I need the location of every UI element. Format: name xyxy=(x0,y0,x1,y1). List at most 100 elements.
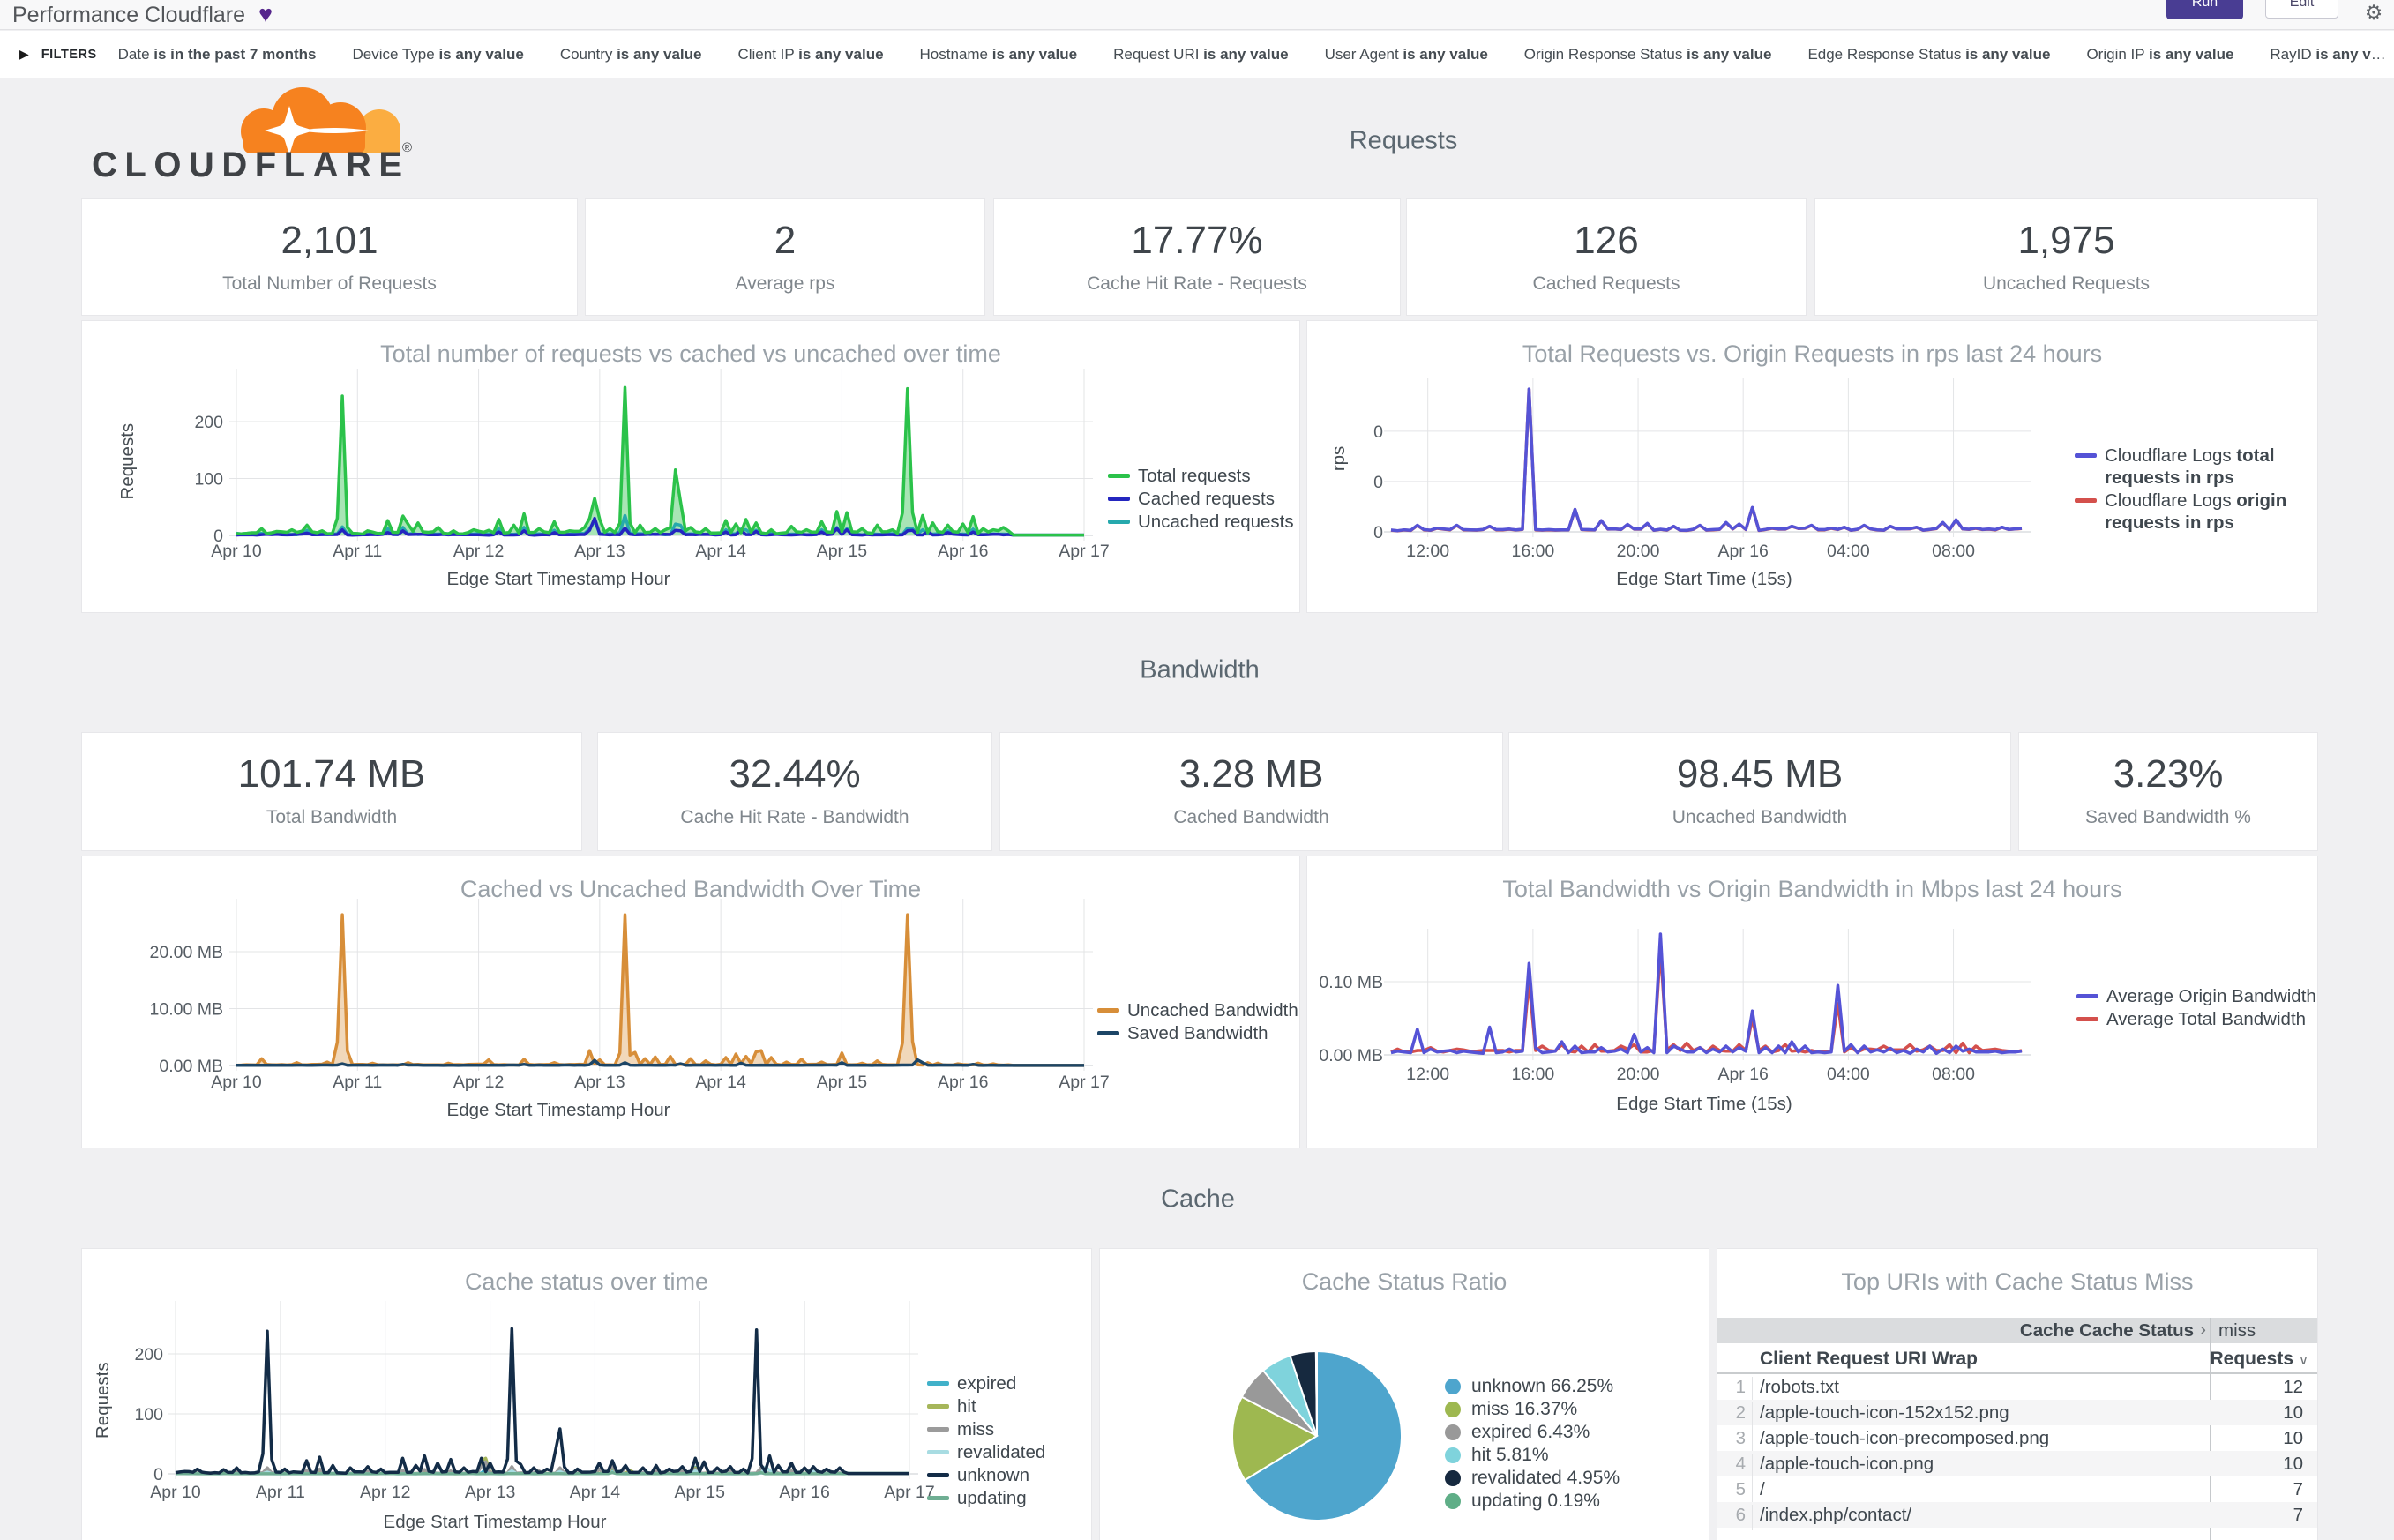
x-tick-label: Apr 16 xyxy=(779,1483,829,1502)
legend-item-cached-requests[interactable]: Cached requests xyxy=(1108,488,1300,510)
legend-item-revalidated[interactable]: revalidated xyxy=(927,1441,1090,1463)
filter-item-client-ip[interactable]: Client IP is any value xyxy=(737,46,883,63)
filter-name: Hostname xyxy=(919,45,992,63)
pie-legend-item-hit[interactable]: hit 5.81% xyxy=(1445,1444,1701,1467)
legend-swatch-icon xyxy=(2076,994,2098,998)
pie-legend-item-miss[interactable]: miss 16.37% xyxy=(1445,1398,1701,1421)
chart-card-top-uris-cache-miss[interactable]: Top URIs with Cache Status Miss Cache Cac… xyxy=(1717,1248,2318,1540)
kpi-tile-requests-0[interactable]: 2,101 Total Number of Requests xyxy=(81,198,578,316)
filter-item-edge-response-status[interactable]: Edge Response Status is any value xyxy=(1807,46,2050,63)
chart-card-cache-status-ratio[interactable]: Cache Status Ratio unknown 66.25% miss 16.… xyxy=(1099,1248,1709,1540)
legend-item-uncached-requests[interactable]: Uncached requests xyxy=(1108,511,1300,533)
legend-item-cloudflare-logs-origin-requests-in-rps[interactable]: Cloudflare Logs origin requests in rps xyxy=(2075,490,2293,534)
legend-label: Average Origin Bandwidth xyxy=(2106,986,2316,1006)
filter-item-rayid[interactable]: RayID is any value xyxy=(2270,46,2394,63)
table-row[interactable]: 5 / 7 xyxy=(1717,1476,2317,1505)
x-tick-label: 20:00 xyxy=(1617,542,1660,561)
series-line-uncached-bandwidth xyxy=(236,913,1084,1067)
x-tick-label: 04:00 xyxy=(1827,542,1870,561)
kpi-tile-requests-4[interactable]: 1,975 Uncached Requests xyxy=(1814,198,2318,316)
pie-chart xyxy=(1231,1349,1403,1521)
kpi-label: Cached Bandwidth xyxy=(1173,807,1329,827)
legend-item-hit[interactable]: hit xyxy=(927,1395,1090,1417)
column-header-uri[interactable]: Client Request URI Wrap xyxy=(1760,1349,1978,1369)
kpi-tile-bandwidth-3[interactable]: 98.45 MB Uncached Bandwidth xyxy=(1508,732,2011,851)
legend-item-cloudflare-logs-total-requests-in-rps[interactable]: Cloudflare Logs total requests in rps xyxy=(2075,445,2293,489)
run-button[interactable]: Run xyxy=(2166,0,2243,19)
kpi-tile-bandwidth-2[interactable]: 3.28 MB Cached Bandwidth xyxy=(999,732,1503,851)
table-row[interactable]: 4/apple-touch-icon.png 10 xyxy=(1717,1451,2317,1479)
filter-name: Country xyxy=(559,45,617,63)
chart-card-cache-status-over-time[interactable]: Cache status over time 0 100 200 Apr 10 Apr 1… xyxy=(81,1248,1092,1540)
filter-item-device-type[interactable]: Device Type is any value xyxy=(352,46,523,63)
legend-item-miss[interactable]: miss xyxy=(927,1418,1090,1440)
row-requests: 10 xyxy=(2283,1454,2303,1474)
row-uri: /apple-touch-icon-precomposed.png xyxy=(1760,1428,2050,1448)
filter-item-origin-ip[interactable]: Origin IP is any value xyxy=(2086,46,2233,63)
legend-item-average-origin-bandwidth[interactable]: Average Origin Bandwidth xyxy=(2076,985,2320,1007)
y-tick-label: 0 xyxy=(1373,523,1383,542)
y-tick-label: 0 xyxy=(1373,473,1383,492)
filter-item-origin-response-status[interactable]: Origin Response Status is any value xyxy=(1524,46,1772,63)
filter-item-user-agent[interactable]: User Agent is any value xyxy=(1325,46,1488,63)
column-header-requests[interactable]: Requests ∨ xyxy=(2210,1349,2308,1369)
legend-item-total-requests[interactable]: Total requests xyxy=(1108,465,1300,487)
legend-swatch-icon xyxy=(1097,1008,1119,1013)
edit-button[interactable]: Edit xyxy=(2265,0,2338,19)
pie-legend-item-unknown[interactable]: unknown 66.25% xyxy=(1445,1375,1701,1398)
table-row[interactable]: 2/apple-touch-icon-152x152.png 10 xyxy=(1717,1400,2317,1428)
legend-label: Cloudflare Logs origin requests in rps xyxy=(2105,490,2293,534)
pivot-field-label[interactable]: Cache Cache Status xyxy=(2019,1320,2194,1341)
kpi-tile-bandwidth-0[interactable]: 101.74 MB Total Bandwidth xyxy=(81,732,582,851)
legend-item-expired[interactable]: expired xyxy=(927,1372,1090,1394)
chart-card-requests-over-time[interactable]: Total number of requests vs cached vs un… xyxy=(81,320,1300,613)
pie-legend-label: expired 6.43% xyxy=(1471,1422,1590,1442)
filter-item-request-uri[interactable]: Request URI is any value xyxy=(1113,46,1288,63)
chart-card-bandwidth-over-time[interactable]: Cached vs Uncached Bandwidth Over Time 0.… xyxy=(81,856,1300,1148)
legend-item-saved-bandwidth[interactable]: Saved Bandwidth xyxy=(1097,1022,1307,1044)
pie-slice-updating[interactable] xyxy=(1314,1349,1318,1437)
kpi-tile-bandwidth-1[interactable]: 32.44% Cache Hit Rate - Bandwidth xyxy=(597,732,992,851)
x-tick-label: Apr 15 xyxy=(817,1073,868,1092)
legend-item-uncached-bandwidth[interactable]: Uncached Bandwidth xyxy=(1097,999,1307,1021)
chart-card-requests-rps-24h[interactable]: Total Requests vs. Origin Requests in rp… xyxy=(1306,320,2318,613)
filter-item-country[interactable]: Country is any value xyxy=(560,46,702,63)
favorite-heart-icon[interactable]: ♥ xyxy=(258,1,273,27)
filter-condition: is any value xyxy=(1403,45,1488,63)
legend-item-updating[interactable]: updating xyxy=(927,1487,1090,1509)
table-row[interactable]: 3/apple-touch-icon-precomposed.png 10 xyxy=(1717,1425,2317,1454)
x-tick-label: Apr 16 xyxy=(938,1073,988,1092)
x-tick-label: Apr 10 xyxy=(211,1073,262,1092)
x-tick-label: 08:00 xyxy=(1932,1065,1975,1084)
table-row[interactable]: 1/robots.txt 12 xyxy=(1717,1374,2317,1402)
kpi-tile-requests-3[interactable]: 126 Cached Requests xyxy=(1406,198,1807,316)
pie-slice-unknown[interactable] xyxy=(1243,1349,1403,1521)
chart-card-bandwidth-mbps-24h[interactable]: Total Bandwidth vs Origin Bandwidth in M… xyxy=(1306,856,2318,1148)
legend-label: miss xyxy=(957,1419,995,1439)
kpi-tile-requests-1[interactable]: 2 Average rps xyxy=(585,198,985,316)
filter-item-date[interactable]: Date is in the past 7 months xyxy=(118,46,317,63)
x-tick-label: Apr 16 xyxy=(938,542,988,561)
pie-legend-item-expired[interactable]: expired 6.43% xyxy=(1445,1421,1701,1444)
pie-legend-item-revalidated[interactable]: revalidated 4.95% xyxy=(1445,1467,1701,1490)
filter-name: Device Type xyxy=(352,45,439,63)
kpi-tile-requests-2[interactable]: 17.77% Cache Hit Rate - Requests xyxy=(993,198,1401,316)
kpi-label: Uncached Requests xyxy=(1982,273,2151,294)
table-row[interactable]: 6/index.php/contact/7 xyxy=(1717,1502,2317,1530)
pie-slice-miss[interactable] xyxy=(1231,1395,1320,1482)
legend-item-average-total-bandwidth[interactable]: Average Total Bandwidth xyxy=(2076,1008,2320,1030)
dashboard-settings-gear-icon[interactable]: ⚙ xyxy=(2362,1,2385,24)
legend-item-unknown[interactable]: unknown xyxy=(927,1464,1090,1486)
series-area-uncached-bandwidth xyxy=(236,915,1084,1065)
row-uri: /robots.txt xyxy=(1760,1377,1840,1397)
filter-item-hostname[interactable]: Hostname is any value xyxy=(920,46,1078,63)
y-axis-title: Requests xyxy=(93,1362,113,1439)
kpi-value: 126 xyxy=(1574,219,1639,262)
kpi-tile-bandwidth-4[interactable]: 3.23% Saved Bandwidth % xyxy=(2018,732,2318,851)
pivot-value-miss[interactable]: miss xyxy=(2218,1320,2256,1341)
filters-expand-caret-icon[interactable]: ▶ xyxy=(19,47,29,61)
pie-legend-item-updating[interactable]: updating 0.19% xyxy=(1445,1490,1701,1513)
legend-label: unknown xyxy=(957,1465,1030,1485)
chart-plot-requests-rps-24h: 0 0 0 12:00 16:00 20:00 Apr 16 04:00 08:00 Edge S… xyxy=(1328,378,2031,589)
kpi-label: Uncached Bandwidth xyxy=(1672,807,1848,827)
